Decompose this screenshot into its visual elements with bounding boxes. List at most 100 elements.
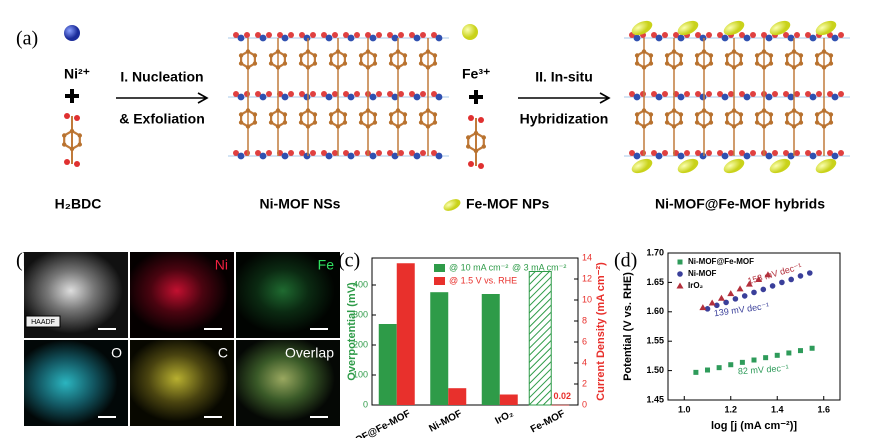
atom <box>358 53 364 58</box>
atom <box>343 150 349 156</box>
atom <box>395 49 401 54</box>
scale-bar <box>310 328 328 330</box>
atom <box>245 108 251 113</box>
atom <box>728 91 734 97</box>
y2-tick-label: 8 <box>582 315 587 325</box>
y-tick-label: 400 <box>353 279 368 289</box>
atom <box>828 112 834 117</box>
legend-swatch <box>434 264 445 272</box>
atom <box>784 53 790 58</box>
x-tick-label: Fe-MOF <box>529 408 567 435</box>
atom <box>418 112 424 117</box>
x-tick-label: 1.4 <box>771 404 784 414</box>
legend-label: @ 3 mA cm⁻² <box>512 262 566 272</box>
ni-ion: Ni²⁺ <box>64 66 90 82</box>
atom <box>805 91 811 97</box>
atom <box>358 61 364 66</box>
atom <box>809 152 817 160</box>
atom <box>252 61 258 66</box>
np <box>815 158 837 174</box>
x-axis-label: log [j (mA cm⁻²)] <box>711 420 797 432</box>
atom <box>332 32 338 38</box>
atom <box>750 91 756 97</box>
atom <box>708 112 714 117</box>
atom <box>376 150 382 156</box>
atom <box>282 61 288 66</box>
point <box>705 367 711 373</box>
atom <box>388 53 394 58</box>
map-tile <box>236 340 340 426</box>
atom <box>791 49 797 54</box>
atom <box>431 150 437 156</box>
mof-lattice <box>624 20 850 174</box>
atom <box>418 53 424 58</box>
atom <box>724 112 730 117</box>
atom <box>369 34 377 42</box>
atom <box>731 108 737 113</box>
point <box>714 302 720 309</box>
atom <box>387 32 393 38</box>
atom <box>328 61 334 66</box>
atom <box>342 112 348 117</box>
atom <box>325 93 333 101</box>
atom <box>831 152 839 160</box>
atom <box>303 34 311 42</box>
point <box>739 359 745 365</box>
point <box>699 304 707 311</box>
atom <box>699 34 707 42</box>
atom <box>255 91 261 97</box>
bar <box>448 388 467 405</box>
map-tile <box>130 252 234 338</box>
atom <box>425 49 431 54</box>
atom <box>321 150 327 156</box>
atom <box>728 150 734 156</box>
legend-marker <box>677 271 683 277</box>
atom <box>739 91 745 97</box>
atom <box>365 49 371 54</box>
atom <box>420 150 426 156</box>
atom <box>312 120 318 125</box>
atom <box>721 152 729 160</box>
atom <box>634 53 640 58</box>
atom <box>347 93 355 101</box>
bar <box>528 271 552 406</box>
tile-label: HAADF <box>31 319 55 326</box>
atom <box>783 91 789 97</box>
atom <box>473 148 479 154</box>
atom <box>684 150 690 156</box>
atom <box>402 53 408 58</box>
atom <box>768 120 774 125</box>
x-tick-label: 1.6 <box>817 404 830 414</box>
atom <box>281 34 289 42</box>
atom <box>275 49 281 54</box>
atom <box>466 135 471 140</box>
atom <box>678 120 684 125</box>
y2-tick-label: 2 <box>582 378 587 388</box>
arrow <box>518 92 611 104</box>
atom <box>259 152 267 160</box>
y-axis-label: Potential (V vs. RHE) <box>622 272 634 381</box>
atom <box>662 91 668 97</box>
atom <box>662 150 668 156</box>
atom <box>237 93 245 101</box>
atom <box>425 108 431 113</box>
y2-tick-label: 6 <box>582 336 587 346</box>
atom <box>629 91 635 97</box>
atom <box>343 91 349 97</box>
tile-label: Ni <box>215 257 228 273</box>
atom <box>754 120 760 125</box>
atom <box>298 112 304 117</box>
point <box>723 299 729 306</box>
atom <box>233 32 239 38</box>
scale-bar <box>98 416 116 418</box>
atom <box>664 61 670 66</box>
atom <box>244 150 250 156</box>
np <box>769 20 791 36</box>
atom <box>365 32 371 38</box>
atom <box>398 32 404 38</box>
atom <box>391 93 399 101</box>
atom <box>237 152 245 160</box>
atom <box>761 124 767 129</box>
atom <box>738 53 744 58</box>
legend-swatch <box>434 277 445 285</box>
